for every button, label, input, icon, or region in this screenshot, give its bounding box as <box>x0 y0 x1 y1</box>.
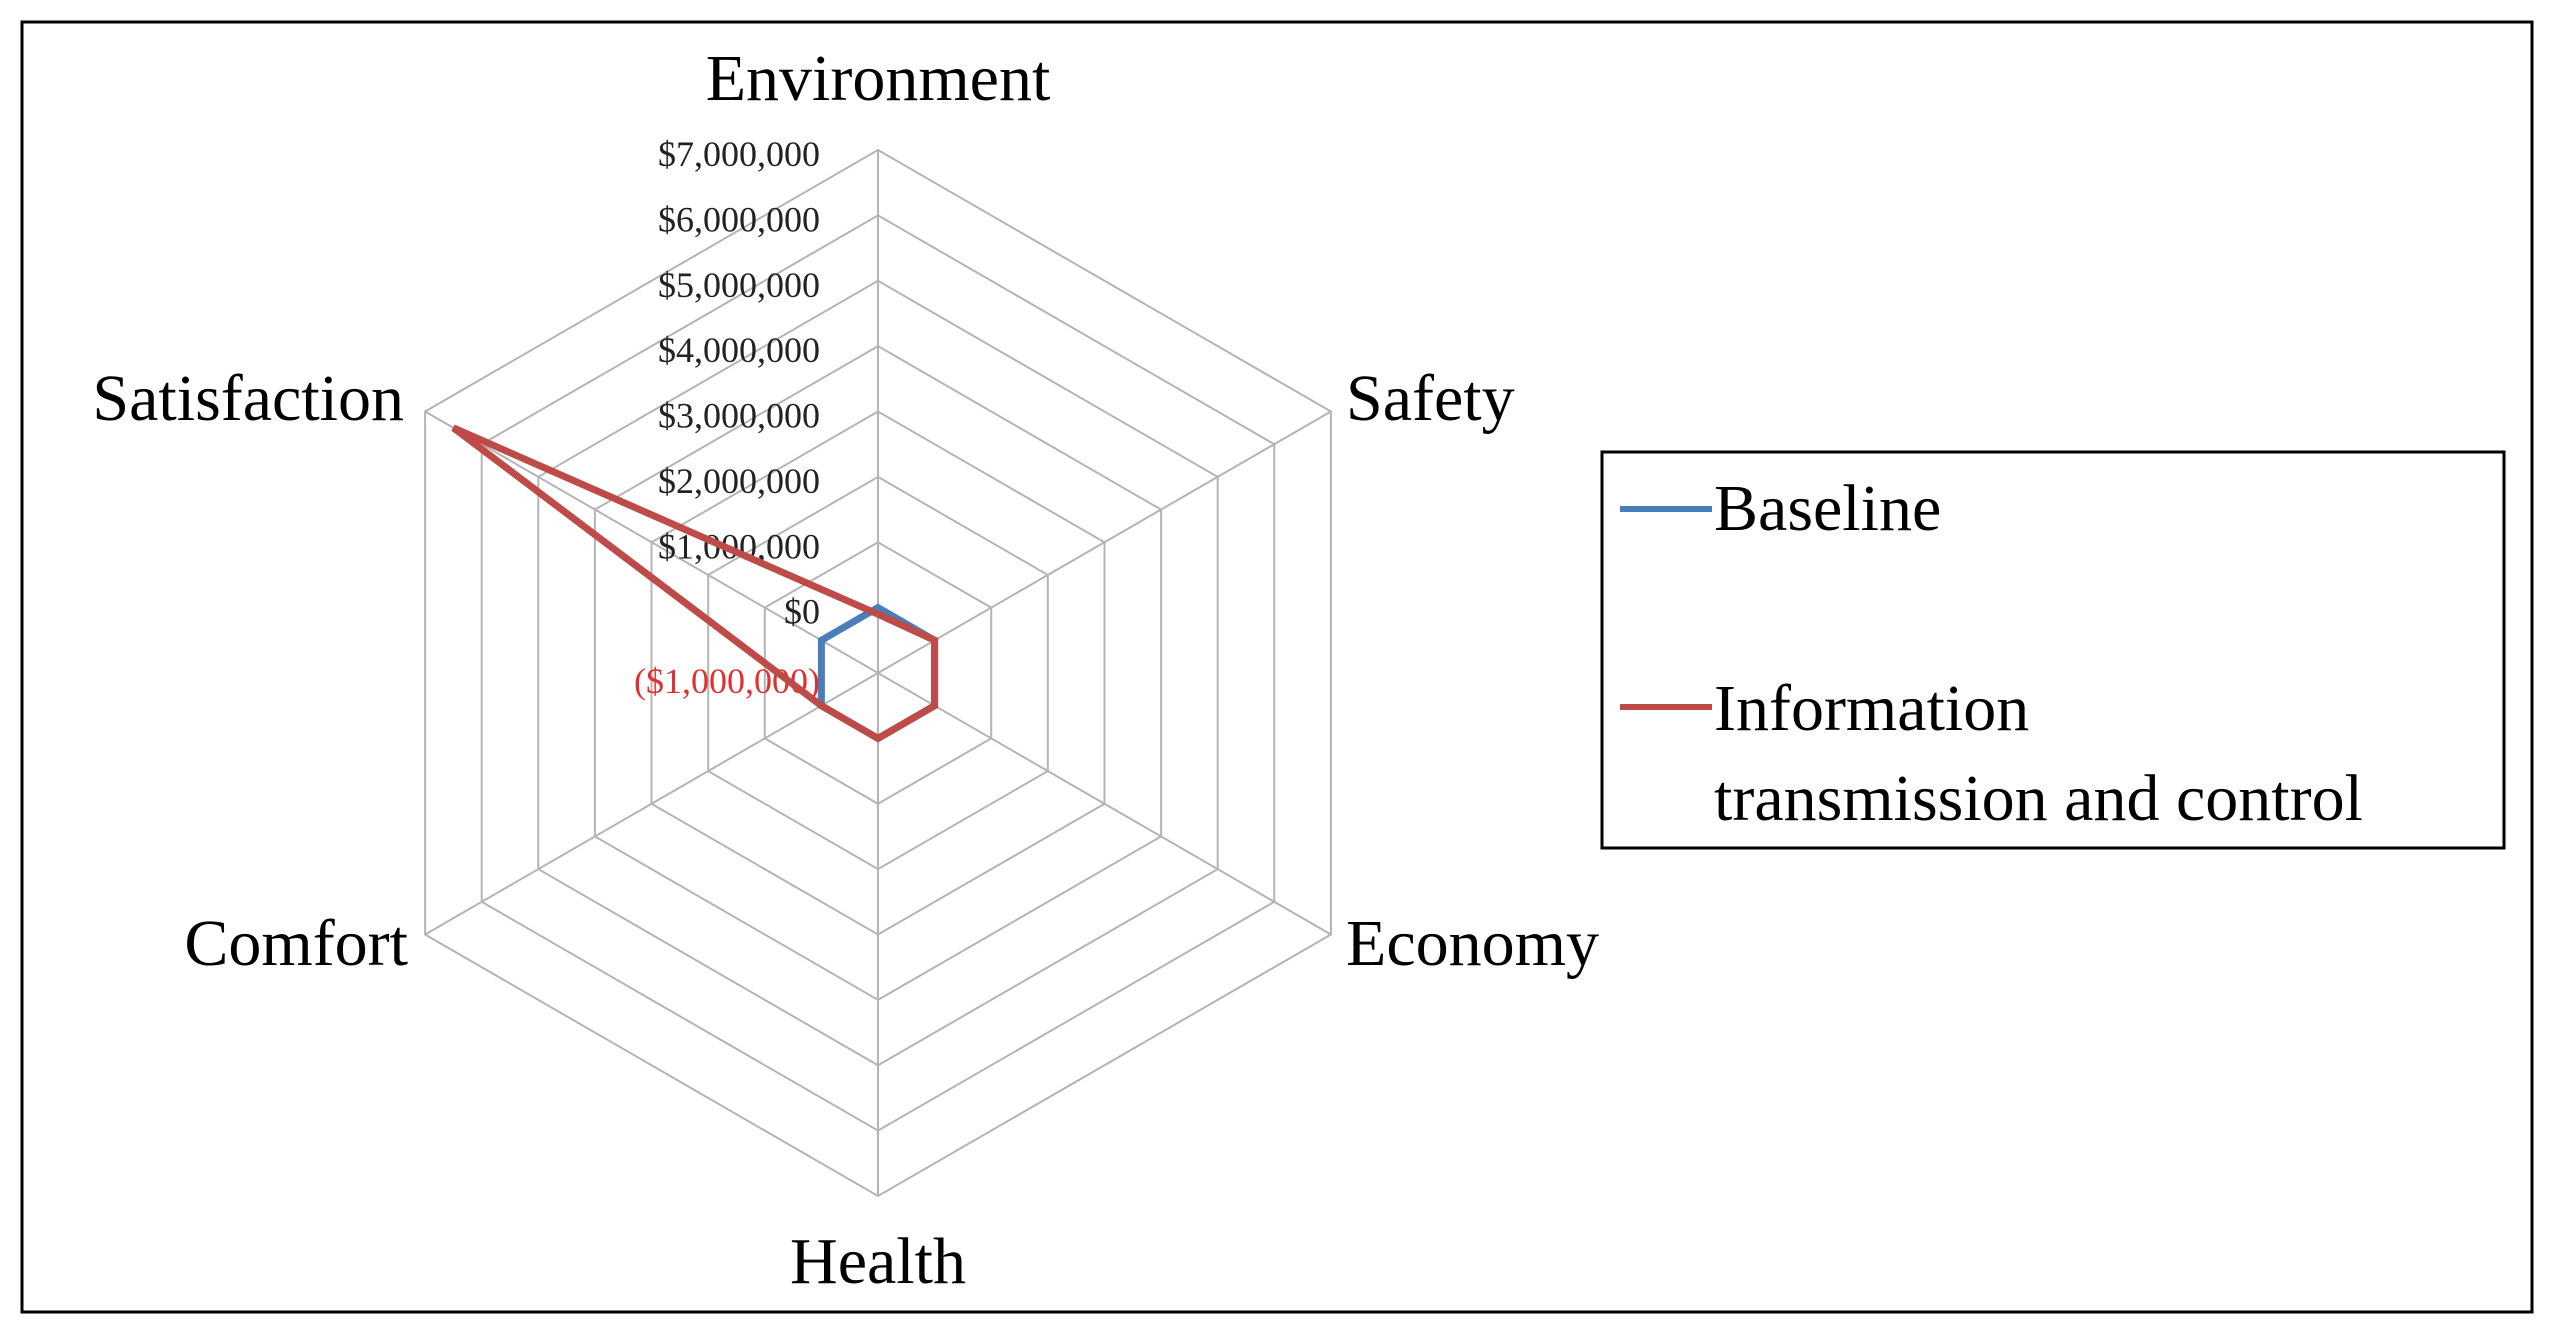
radial-tick-label: $3,000,000 <box>658 396 820 436</box>
legend: Baseline Information transmission and con… <box>1600 450 2506 850</box>
axis-label-comfort: Comfort <box>184 907 408 980</box>
radial-tick-label: $7,000,000 <box>658 134 820 174</box>
series-line-1 <box>451 424 939 743</box>
axis-label-satisfaction: Satisfaction <box>92 362 404 435</box>
axis-label-economy: Economy <box>1346 907 1599 980</box>
legend-box <box>1600 450 2506 850</box>
radial-tick-label: $1,000,000 <box>658 526 820 566</box>
radar-ring <box>424 148 1332 1198</box>
series-layer <box>451 424 939 743</box>
legend-label-baseline: Baseline <box>1714 472 1941 545</box>
axis-labels: Environment Safety Economy Health Comfort Sat… <box>92 42 1599 1298</box>
radar-ring <box>650 410 1106 936</box>
axis-label-health: Health <box>790 1225 966 1298</box>
radial-tick-label: $2,000,000 <box>658 461 820 501</box>
radar-ring <box>537 279 1219 1067</box>
axis-label-environment: Environment <box>706 42 1051 115</box>
radar-ring <box>593 344 1163 1002</box>
axis-label-safety: Safety <box>1346 362 1515 435</box>
radial-tick-label: $4,000,000 <box>658 330 820 370</box>
legend-label-information: Information transmission and control <box>1714 672 2363 835</box>
radar-ring <box>480 214 1276 1132</box>
radar-ring <box>763 541 993 805</box>
radar-ring <box>707 475 1049 871</box>
radial-tick-label: $6,000,000 <box>658 199 820 239</box>
radial-tick-label: $0 <box>784 592 820 632</box>
radial-tick-label: $5,000,000 <box>658 265 820 305</box>
